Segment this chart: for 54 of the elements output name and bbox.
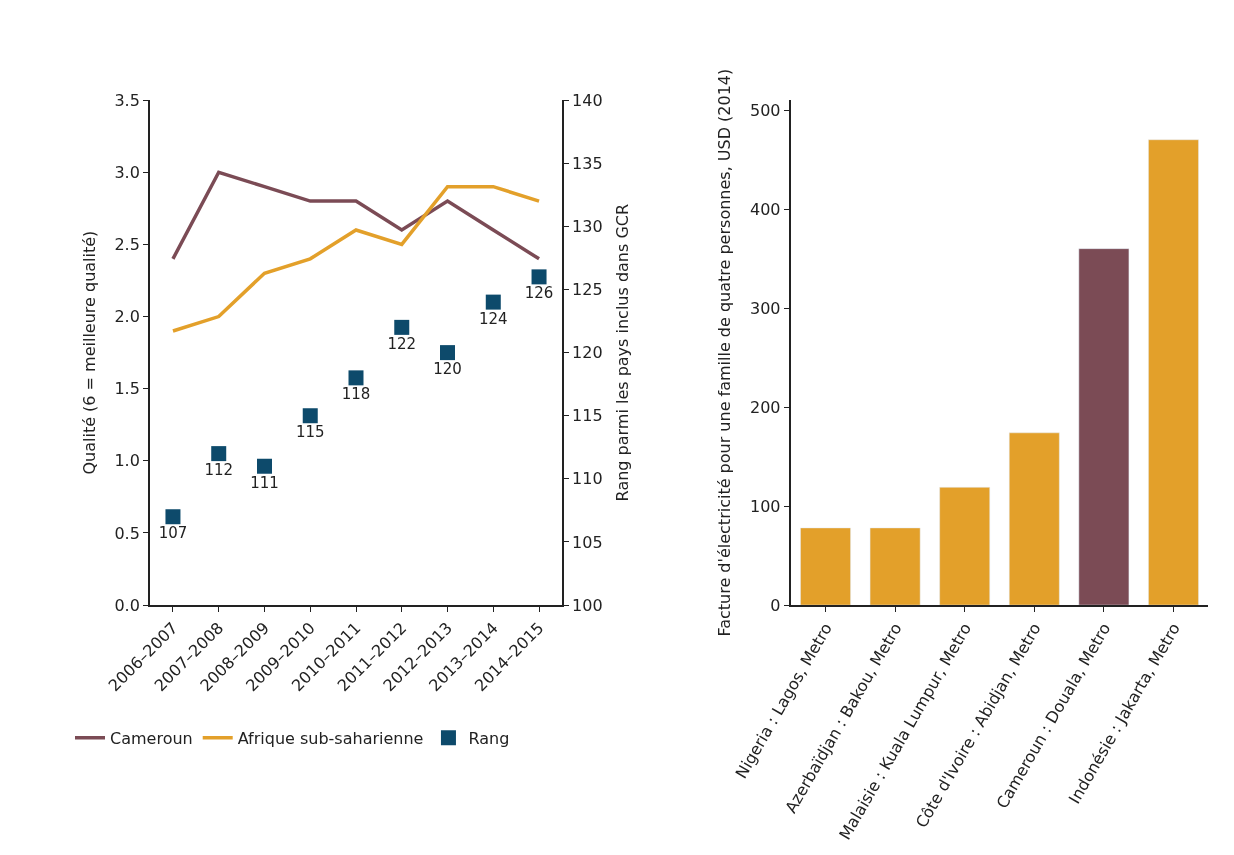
y-tick-label: 3.5 xyxy=(114,90,140,110)
data-label: 120 xyxy=(433,360,462,379)
point xyxy=(485,294,501,310)
data-label: 111 xyxy=(250,473,279,492)
line-series xyxy=(171,170,541,261)
legend-label: Afrique sub-saharienne xyxy=(237,728,424,748)
y-tick-label: 200 xyxy=(749,397,781,417)
data-label: 122 xyxy=(387,334,417,353)
y2-axis-title: Rang parmi les pays inclus dans GCR xyxy=(612,203,632,502)
point xyxy=(348,370,364,386)
y2-tick-label: 115 xyxy=(572,406,603,426)
y2-tick-label: 105 xyxy=(572,532,603,552)
y2-tick-label: 135 xyxy=(572,153,603,173)
y-tick-label: 0.5 xyxy=(114,523,140,543)
y2-tick-label: 100 xyxy=(572,595,603,615)
y2-tick-label: 130 xyxy=(572,216,603,236)
y2-tick-label: 110 xyxy=(572,469,603,489)
point xyxy=(440,345,456,361)
y-tick-label: 2.0 xyxy=(114,307,140,327)
y-axis-title: Facture d'électricité pour une famille de quatre personnes, USD (2014) xyxy=(715,68,735,637)
y2-tick-label: 140 xyxy=(572,90,603,110)
bar xyxy=(1148,139,1199,606)
bar xyxy=(800,527,851,606)
legend-label: Cameroun xyxy=(110,728,193,748)
point xyxy=(211,446,227,462)
data-label: 124 xyxy=(478,309,508,328)
y-tick-label: 300 xyxy=(749,298,781,318)
y-tick-label: 2.5 xyxy=(114,235,140,255)
point xyxy=(531,269,547,285)
point xyxy=(256,458,272,474)
y-tick-label: 3.0 xyxy=(114,162,140,182)
data-label: 115 xyxy=(295,423,325,442)
y-tick-label: 400 xyxy=(749,199,781,219)
y-axis-title: Qualité (6 = meilleure qualité) xyxy=(79,230,99,475)
y-tick-label: 100 xyxy=(749,496,781,516)
point xyxy=(394,319,410,335)
y-tick-label: 0 xyxy=(770,595,781,615)
y-tick-label: 1.5 xyxy=(114,379,140,399)
bar xyxy=(869,527,921,606)
data-label: 126 xyxy=(524,284,554,303)
legend-label: Rang xyxy=(468,728,510,748)
point xyxy=(165,509,181,525)
data-label: 112 xyxy=(204,461,234,480)
y-tick-label: 500 xyxy=(749,100,781,120)
y-tick-label: 0.0 xyxy=(114,595,140,615)
data-label: 107 xyxy=(158,524,188,543)
bar xyxy=(1008,432,1060,606)
bar xyxy=(1078,248,1130,606)
point xyxy=(302,408,318,424)
data-label: 118 xyxy=(341,385,371,404)
bar xyxy=(939,487,991,606)
y2-tick-label: 120 xyxy=(572,343,603,363)
y-tick-label: 1.0 xyxy=(114,451,140,471)
y2-tick-label: 125 xyxy=(572,280,603,300)
